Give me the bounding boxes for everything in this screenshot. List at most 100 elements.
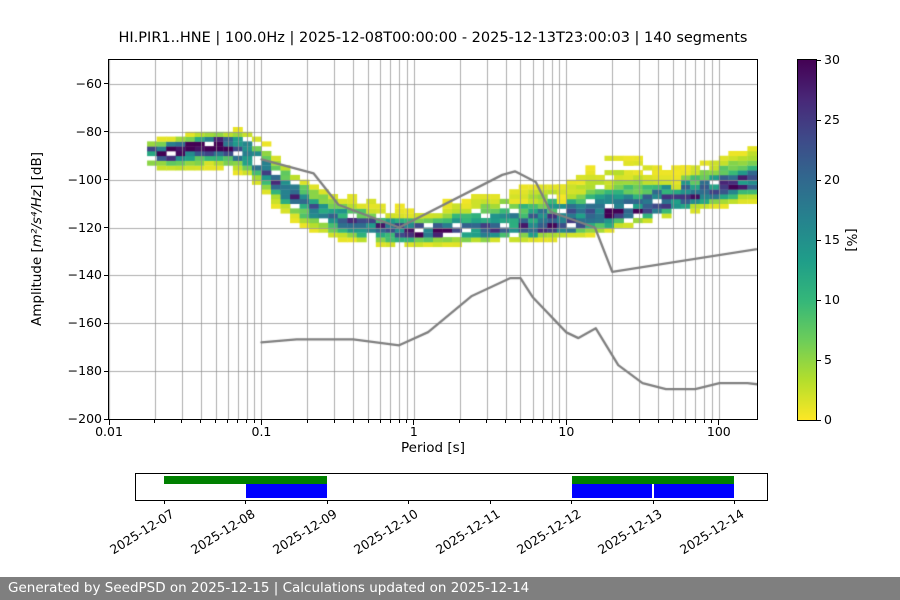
x-tick xyxy=(718,420,720,425)
x-minor-tick xyxy=(684,420,686,423)
timeline-tick-label: 2025-12-12 xyxy=(513,506,584,558)
x-minor-tick xyxy=(367,420,369,423)
x-minor-tick xyxy=(181,420,183,423)
timeline-tick xyxy=(408,500,410,504)
y-tick xyxy=(104,370,109,372)
y-tick xyxy=(104,227,109,229)
x-minor-tick xyxy=(657,420,659,423)
x-minor-tick xyxy=(505,420,507,423)
timeline-tick xyxy=(652,500,654,504)
x-minor-tick xyxy=(333,420,335,423)
y-tick xyxy=(104,322,109,324)
colorbar-tick-label: 25 xyxy=(824,112,840,127)
timeline-tick-label: 2025-12-07 xyxy=(106,506,177,558)
timeline-availability-bar-green xyxy=(164,475,328,484)
y-tick-label: −160 xyxy=(67,315,102,331)
y-tick xyxy=(104,274,109,276)
colorbar xyxy=(797,59,817,421)
y-tick-label: −60 xyxy=(75,75,102,91)
x-minor-tick xyxy=(638,420,640,423)
colorbar-tick-label: 15 xyxy=(824,232,840,247)
x-minor-tick xyxy=(253,420,255,423)
timeline-tick-label: 2025-12-08 xyxy=(188,506,258,558)
x-minor-tick xyxy=(532,420,534,423)
timeline-tick-label: 2025-12-14 xyxy=(676,506,747,558)
y-tick-label: −140 xyxy=(67,267,102,283)
x-minor-tick xyxy=(154,420,156,423)
y-axis-label-units: m²/s⁴/Hz xyxy=(29,189,45,248)
timeline-tick-label: 2025-12-13 xyxy=(595,506,665,558)
footer-bar: Generated by SeedPSD on 2025-12-15 | Cal… xyxy=(0,577,900,600)
x-minor-tick xyxy=(558,420,560,423)
x-minor-tick xyxy=(215,420,217,423)
y-tick-label: −100 xyxy=(67,171,102,187)
y-axis-label: Amplitude [m²/s⁴/Hz] [dB] xyxy=(29,152,45,326)
colorbar-gradient xyxy=(798,60,816,420)
colorbar-tick xyxy=(817,119,821,121)
plot-title: HI.PIR1..HNE | 100.0Hz | 2025-12-08T00:0… xyxy=(118,30,748,46)
x-axis-label: Period [s] xyxy=(401,440,465,456)
x-tick-label: 0.1 xyxy=(251,424,272,439)
colorbar-tick-label: 0 xyxy=(824,412,832,427)
timeline-availability-bar-green xyxy=(571,475,735,484)
x-minor-tick xyxy=(237,420,239,423)
footer-text: Generated by SeedPSD on 2025-12-15 | Cal… xyxy=(8,580,530,596)
x-tick xyxy=(260,420,262,425)
timeline-tick-label: 2025-12-11 xyxy=(432,506,503,558)
x-minor-tick xyxy=(542,420,544,423)
colorbar-tick xyxy=(817,59,821,61)
ppsd-heatmap-canvas xyxy=(109,60,757,419)
colorbar-label: [%] xyxy=(843,228,859,252)
colorbar-tick xyxy=(817,419,821,421)
timeline-coverage-bar-blue xyxy=(571,483,652,498)
colorbar-tick-label: 10 xyxy=(824,292,840,307)
colorbar-tick xyxy=(817,179,821,181)
x-tick-label: 1 xyxy=(409,424,418,439)
colorbar-tick-label: 20 xyxy=(824,172,840,187)
y-tick-label: −80 xyxy=(75,123,102,139)
colorbar-tick xyxy=(817,239,821,241)
main-plot-area xyxy=(108,59,758,420)
colorbar-tick xyxy=(817,299,821,301)
x-minor-tick xyxy=(379,420,381,423)
x-minor-tick xyxy=(306,420,308,423)
x-tick-label: 100 xyxy=(706,424,731,439)
timeline-tick xyxy=(326,500,328,504)
y-axis-label-suffix: ] [dB] xyxy=(29,151,45,190)
y-tick xyxy=(104,131,109,133)
colorbar-tick-label: 5 xyxy=(824,352,832,367)
x-minor-tick xyxy=(406,420,408,423)
x-minor-tick xyxy=(703,420,705,423)
x-tick-label: 10 xyxy=(558,424,575,439)
x-tick xyxy=(413,420,415,425)
x-minor-tick xyxy=(694,420,696,423)
y-tick-label: −200 xyxy=(67,411,102,426)
timeline-coverage-bar-blue xyxy=(654,483,735,498)
colorbar-tick xyxy=(817,359,821,361)
x-minor-tick xyxy=(459,420,461,423)
x-minor-tick xyxy=(398,420,400,423)
timeline-tick-label: 2025-12-09 xyxy=(269,506,340,558)
x-tick-label: 0.01 xyxy=(95,424,123,439)
timeline-tick xyxy=(163,500,165,504)
timeline-tick xyxy=(489,500,491,504)
y-tick-label: −120 xyxy=(67,219,102,235)
y-tick xyxy=(104,179,109,181)
x-minor-tick xyxy=(200,420,202,423)
timeline-tick-label: 2025-12-10 xyxy=(351,506,421,558)
y-tick xyxy=(104,83,109,85)
timeline-tick xyxy=(571,500,573,504)
timeline-coverage-bar-blue xyxy=(245,483,328,498)
x-minor-tick xyxy=(486,420,488,423)
x-minor-tick xyxy=(389,420,391,423)
timeline-tick xyxy=(245,500,247,504)
x-minor-tick xyxy=(246,420,248,423)
x-tick xyxy=(565,420,567,425)
x-minor-tick xyxy=(551,420,553,423)
y-tick-label: −180 xyxy=(67,363,102,379)
x-minor-tick xyxy=(672,420,674,423)
timeline-tick xyxy=(733,500,735,504)
x-tick xyxy=(108,420,110,425)
x-minor-tick xyxy=(352,420,354,423)
